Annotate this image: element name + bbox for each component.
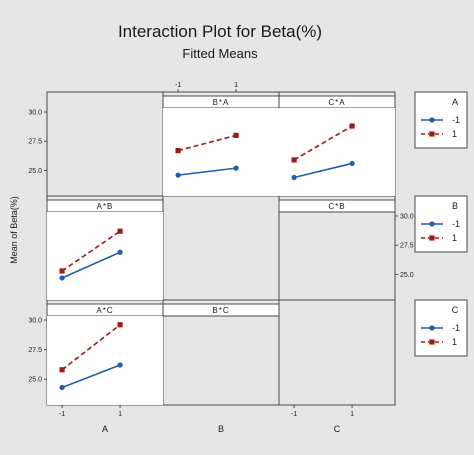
legend-entry-label: 1 — [452, 233, 457, 243]
legend-A: A -1 1 — [414, 91, 468, 149]
panel-C-B: B*C — [162, 303, 280, 317]
chart-subtitle: Fitted Means — [182, 46, 258, 61]
y-tick-label: 30.0 — [400, 214, 414, 221]
legend-title: A — [452, 97, 458, 107]
data-point — [117, 322, 123, 328]
data-point — [175, 147, 181, 154]
legend-title: B — [452, 201, 458, 211]
legend-swatch-marker — [429, 221, 435, 227]
data-point — [233, 165, 239, 171]
plot-area — [47, 212, 163, 300]
legend-area: A -1 1 B -1 1 C -1 1 — [414, 91, 468, 357]
legend-swatch-marker — [429, 339, 435, 345]
panel-cell — [46, 91, 164, 197]
legend-swatch-marker — [429, 117, 435, 123]
series-line-pos1 — [61, 230, 121, 272]
chart-title: Interaction Plot for Beta(%) — [118, 22, 322, 41]
y-tick-label: 27.5 — [28, 347, 42, 354]
y-tick-label: 25.0 — [400, 272, 414, 279]
panel-cell — [162, 195, 280, 301]
legend-entry-label: -1 — [452, 323, 460, 333]
series-line-neg1 — [177, 167, 237, 176]
legend-swatch-marker — [429, 325, 435, 331]
y-tick-label: 25.0 — [28, 168, 42, 175]
data-point — [59, 268, 65, 274]
y-tick-label: 25.0 — [28, 377, 42, 384]
x-factor-label: B — [218, 424, 224, 434]
panel-strip-label: A*C — [96, 306, 113, 315]
panel-cell — [278, 195, 396, 301]
series-line-pos1 — [293, 125, 353, 161]
x-tick-label: -1 — [175, 82, 181, 89]
y-tick-label: 30.0 — [28, 110, 42, 117]
plot-area — [279, 108, 395, 196]
data-point — [349, 123, 355, 129]
panel-strip — [278, 199, 396, 213]
series-line-neg1 — [293, 162, 353, 179]
x-tick-label: -1 — [291, 411, 297, 418]
data-point — [291, 157, 297, 163]
x-factor-label: C — [334, 424, 341, 434]
legend-title: C — [452, 305, 459, 315]
panel-C-A: A*C — [46, 303, 164, 405]
data-point — [59, 275, 65, 281]
panel-A-B: B*A — [162, 95, 280, 196]
panel-strip-label: B*C — [212, 306, 229, 315]
data-point — [59, 367, 65, 373]
legend-entry-label: -1 — [452, 115, 460, 125]
panel-B-A: A*B — [46, 199, 164, 300]
panel-strip-label: C*A — [328, 98, 345, 107]
plot-area — [163, 108, 279, 196]
y-axis-label: Mean of Beta(%) — [9, 196, 19, 264]
panel-strip-label: A*B — [97, 202, 114, 211]
x-tick-label: 1 — [118, 411, 122, 418]
panel-strip — [162, 303, 280, 317]
data-point — [291, 174, 297, 181]
data-point — [117, 228, 123, 234]
x-tick-label: 1 — [234, 82, 238, 89]
panel-A-C: C*A — [278, 95, 396, 196]
data-point — [117, 249, 123, 255]
series-line-pos1 — [177, 134, 237, 152]
legend-C: C -1 1 — [414, 299, 468, 357]
panel-grid: B*A C*A A*B C*B A*C B*C 25.0 27.5 30.0 25.0 27.5 30… — [28, 82, 413, 434]
legend-entry-label: 1 — [452, 129, 457, 139]
panel-strip-label: B*A — [213, 98, 230, 107]
data-point — [233, 132, 239, 138]
y-tick-label: 27.5 — [400, 243, 414, 250]
legend-entry-label: 1 — [452, 337, 457, 347]
series-line-pos1 — [61, 324, 121, 371]
y-tick-label: 30.0 — [28, 318, 42, 325]
x-tick-label: 1 — [350, 411, 354, 418]
panel-cell — [278, 299, 396, 406]
legend-entry-label: -1 — [452, 219, 460, 229]
y-tick-label: 27.5 — [28, 139, 42, 146]
x-factor-label: A — [102, 424, 108, 434]
legend-B: B -1 1 — [414, 195, 468, 253]
data-point — [349, 160, 355, 167]
panel-B-C: C*B — [278, 199, 396, 213]
data-point — [175, 172, 181, 178]
panel-strip-label: C*B — [328, 202, 345, 211]
panel-cell — [162, 299, 280, 406]
series-line-neg1 — [61, 251, 121, 279]
legend-swatch-marker — [429, 235, 435, 241]
series-line-neg1 — [61, 364, 121, 389]
data-point — [117, 362, 123, 368]
plot-area — [47, 316, 163, 405]
x-tick-label: -1 — [59, 411, 65, 418]
data-point — [59, 384, 65, 391]
legend-swatch-marker — [429, 131, 435, 137]
